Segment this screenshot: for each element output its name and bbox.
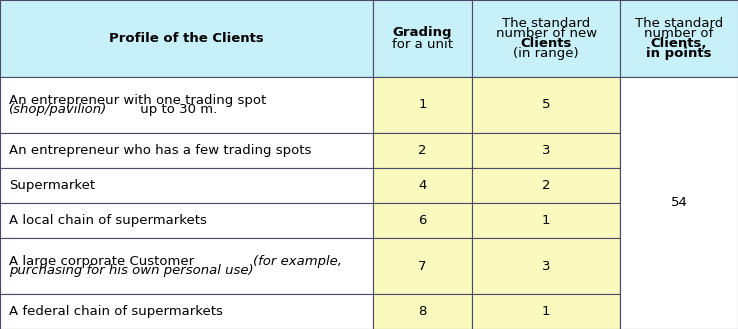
Text: 1: 1 xyxy=(542,214,551,227)
Text: 54: 54 xyxy=(671,196,687,210)
Bar xyxy=(620,203,738,238)
Bar xyxy=(0,238,373,294)
Text: 2: 2 xyxy=(542,179,551,192)
Text: up to 30 m.: up to 30 m. xyxy=(136,103,217,116)
Bar xyxy=(620,77,738,133)
Bar xyxy=(472,77,620,133)
Bar xyxy=(472,133,620,168)
Text: An entrepreneur with one trading spot: An entrepreneur with one trading spot xyxy=(9,93,266,107)
Bar xyxy=(373,203,472,238)
Text: 1: 1 xyxy=(542,305,551,318)
Text: A federal chain of supermarkets: A federal chain of supermarkets xyxy=(9,305,223,318)
Bar xyxy=(373,133,472,168)
Bar xyxy=(472,0,620,77)
Text: (for example,: (for example, xyxy=(253,255,342,267)
Text: 3: 3 xyxy=(542,144,551,157)
Bar xyxy=(373,168,472,203)
Text: The standard: The standard xyxy=(502,17,590,30)
Bar xyxy=(373,294,472,329)
Text: An entrepreneur who has a few trading spots: An entrepreneur who has a few trading sp… xyxy=(9,144,311,157)
Text: The standard: The standard xyxy=(635,17,723,30)
Text: (shop/pavilion): (shop/pavilion) xyxy=(9,103,107,116)
Bar xyxy=(0,203,373,238)
Bar xyxy=(0,294,373,329)
Bar xyxy=(472,238,620,294)
Bar xyxy=(472,168,620,203)
Text: in points: in points xyxy=(646,47,711,60)
Bar xyxy=(373,0,472,77)
Text: for a unit: for a unit xyxy=(392,38,453,51)
Text: 4: 4 xyxy=(418,179,427,192)
Bar xyxy=(620,168,738,203)
Bar xyxy=(0,133,373,168)
Bar xyxy=(620,0,738,77)
Text: purchasing for his own personal use): purchasing for his own personal use) xyxy=(9,265,253,277)
Bar xyxy=(620,77,738,329)
Text: 3: 3 xyxy=(542,260,551,272)
Bar xyxy=(0,77,373,133)
Text: Clients,: Clients, xyxy=(651,37,707,50)
Bar xyxy=(373,238,472,294)
Text: Profile of the Clients: Profile of the Clients xyxy=(109,32,263,45)
Text: 1: 1 xyxy=(418,98,427,112)
Text: A large corporate Customer: A large corporate Customer xyxy=(9,255,199,267)
Text: 8: 8 xyxy=(418,305,427,318)
Bar xyxy=(472,294,620,329)
Text: 7: 7 xyxy=(418,260,427,272)
Bar xyxy=(472,203,620,238)
Text: Grading: Grading xyxy=(393,26,452,39)
Text: number of: number of xyxy=(644,27,714,40)
Bar xyxy=(620,238,738,294)
Bar xyxy=(0,168,373,203)
Bar xyxy=(620,133,738,168)
Text: 5: 5 xyxy=(542,98,551,112)
Text: 6: 6 xyxy=(418,214,427,227)
Text: 2: 2 xyxy=(418,144,427,157)
Text: Clients: Clients xyxy=(520,37,572,50)
Text: Supermarket: Supermarket xyxy=(9,179,95,192)
Bar xyxy=(0,0,373,77)
Text: A local chain of supermarkets: A local chain of supermarkets xyxy=(9,214,207,227)
Text: number of new: number of new xyxy=(495,27,597,40)
Text: (in range): (in range) xyxy=(514,47,579,60)
Bar xyxy=(373,77,472,133)
Bar xyxy=(620,294,738,329)
